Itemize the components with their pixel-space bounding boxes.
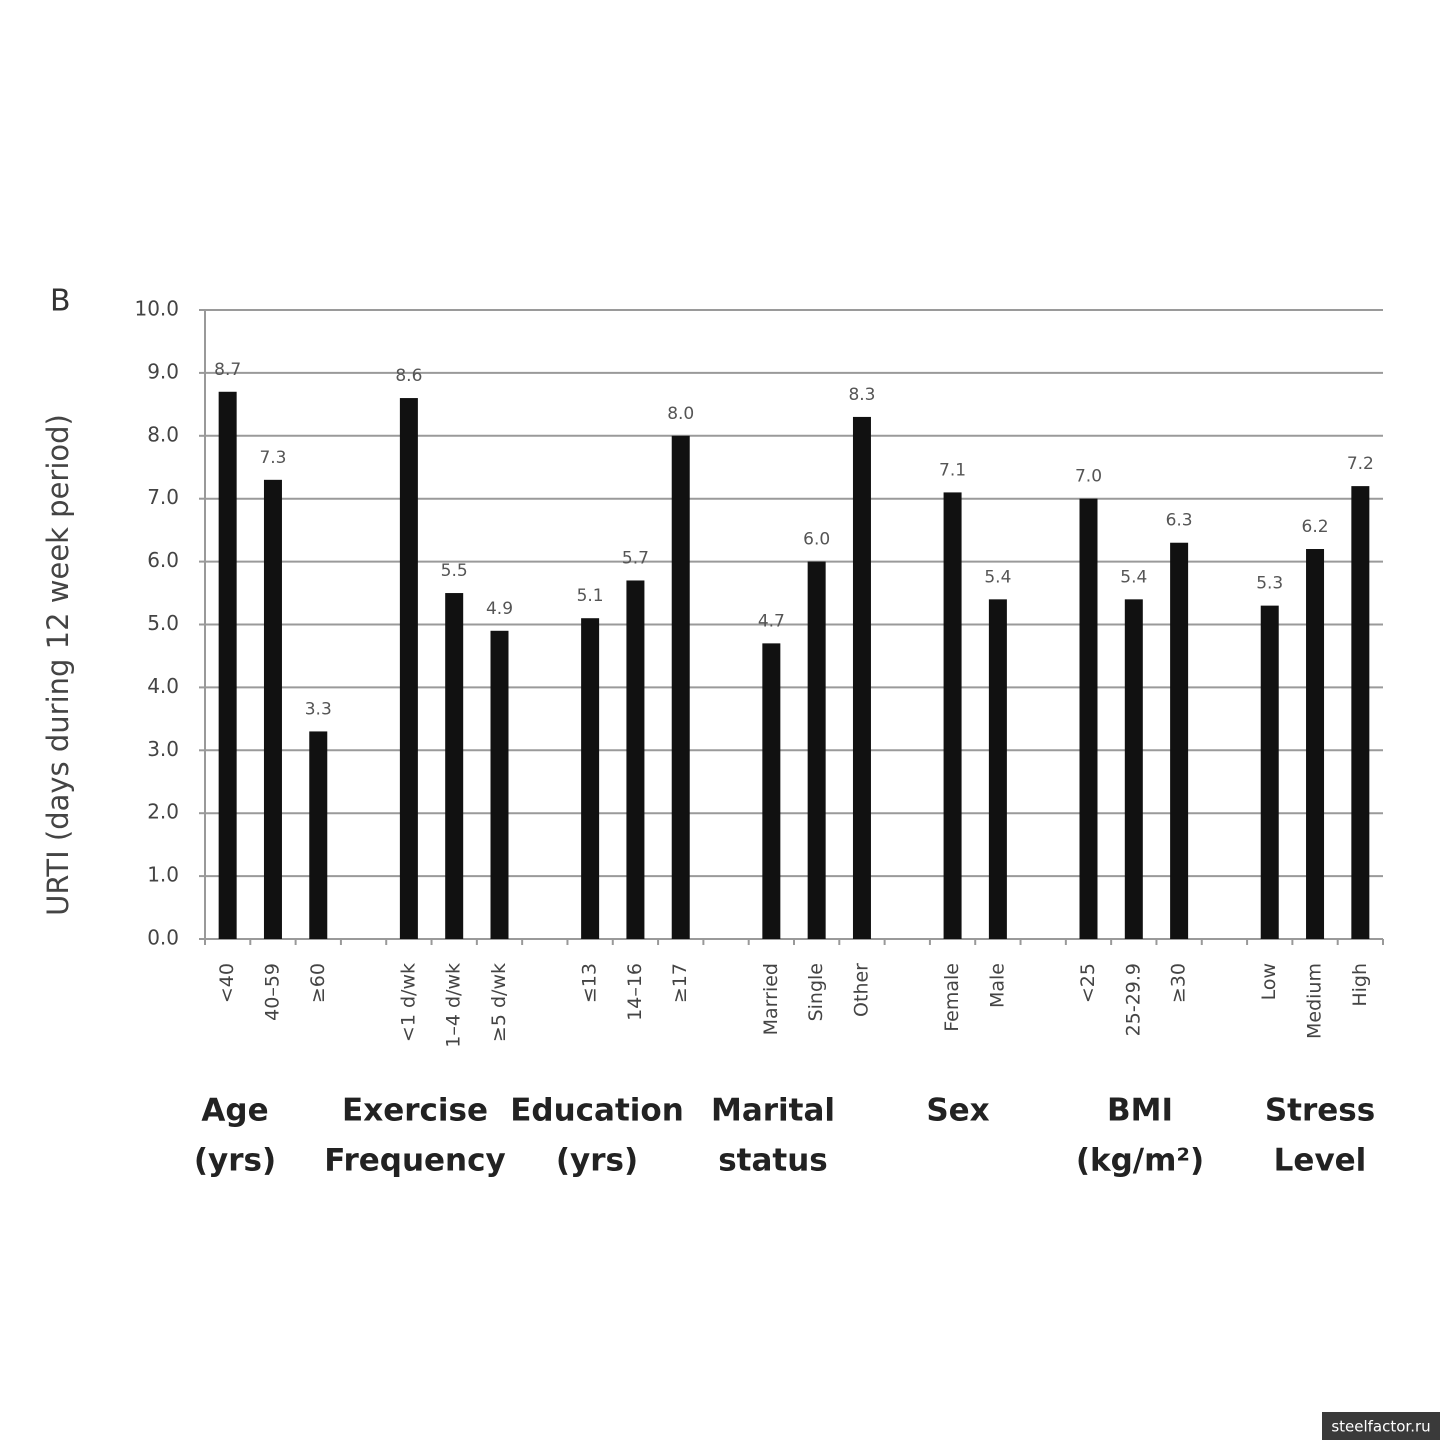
bar <box>852 416 871 939</box>
value-label: 7.1 <box>939 460 966 480</box>
bar <box>671 435 690 939</box>
value-label: 5.7 <box>622 548 649 568</box>
panel-label: B <box>50 284 71 319</box>
y-tick-label: 2.0 <box>147 800 179 824</box>
bar <box>807 561 826 939</box>
bar <box>399 398 418 939</box>
group-label: Level <box>1274 1143 1367 1179</box>
value-label: 8.0 <box>667 404 694 424</box>
value-label: 5.4 <box>984 567 1011 587</box>
value-label: 6.0 <box>803 530 830 550</box>
value-label: 7.3 <box>259 448 286 468</box>
group-label: (yrs) <box>194 1143 276 1179</box>
group-label: status <box>718 1143 828 1179</box>
bar <box>445 593 464 939</box>
group-label: Stress <box>1265 1093 1375 1129</box>
bar <box>218 391 237 939</box>
value-label: 5.5 <box>441 561 468 581</box>
bar <box>490 630 509 939</box>
bar <box>1124 599 1143 939</box>
y-tick-label: 6.0 <box>147 548 179 572</box>
x-tick-label: Low <box>1258 963 1280 1000</box>
y-tick-label: 4.0 <box>147 674 179 698</box>
x-tick-label: 40–59 <box>261 963 283 1021</box>
x-tick-label: 14–16 <box>624 963 646 1021</box>
x-tick-label: ≥5 d/wk <box>488 963 510 1042</box>
x-tick-label: <40 <box>216 963 238 1003</box>
x-tick-label: 25-29.9 <box>1122 963 1144 1036</box>
y-tick-label: 3.0 <box>147 737 179 761</box>
value-label: 5.3 <box>1256 574 1283 594</box>
x-tick-label: <25 <box>1077 963 1099 1003</box>
bar <box>1170 542 1189 939</box>
value-label: 8.7 <box>214 360 241 380</box>
group-label: Sex <box>926 1093 989 1129</box>
y-tick-label: 8.0 <box>147 422 179 446</box>
group-label: (kg/m²) <box>1076 1143 1204 1179</box>
x-tick-label: Other <box>850 963 872 1017</box>
x-tick-label: Married <box>760 963 782 1035</box>
group-label: Education <box>510 1093 684 1129</box>
group-label: Frequency <box>324 1143 505 1179</box>
value-label: 6.2 <box>1302 517 1329 537</box>
y-tick-label: 7.0 <box>147 485 179 509</box>
x-tick-label: <1 d/wk <box>397 963 419 1042</box>
bar <box>626 580 645 939</box>
x-tick-label: 1–4 d/wk <box>443 963 465 1048</box>
bar <box>943 492 962 939</box>
value-label: 7.0 <box>1075 467 1102 487</box>
x-tick-label: ≥60 <box>307 963 329 1003</box>
x-tick-label: Female <box>941 963 963 1032</box>
x-tick-label: ≥17 <box>669 963 691 1003</box>
group-label: (yrs) <box>556 1143 638 1179</box>
watermark-bg <box>1322 1412 1440 1440</box>
x-tick-label: Single <box>805 963 827 1021</box>
x-tick-label: Male <box>986 963 1008 1008</box>
value-label: 4.7 <box>758 611 785 631</box>
bar <box>988 599 1007 939</box>
group-label: Marital <box>711 1093 835 1129</box>
y-tick-label: 5.0 <box>147 611 179 635</box>
bar <box>1079 498 1098 939</box>
group-label: BMI <box>1107 1093 1173 1129</box>
group-label: Age <box>201 1093 268 1129</box>
value-label: 7.2 <box>1347 454 1374 474</box>
y-tick-label: 0.0 <box>147 926 179 950</box>
value-label: 8.6 <box>395 366 422 386</box>
value-label: 6.3 <box>1166 511 1193 531</box>
bar <box>1306 549 1325 939</box>
x-tick-label: Medium <box>1304 963 1326 1039</box>
y-tick-label: 10.0 <box>134 297 179 321</box>
bar <box>762 643 781 939</box>
value-label: 5.4 <box>1120 567 1147 587</box>
value-label: 4.9 <box>486 599 513 619</box>
bar <box>581 618 600 939</box>
x-tick-label: ≥30 <box>1168 963 1190 1003</box>
bar <box>263 479 282 939</box>
group-label: Exercise <box>342 1093 488 1129</box>
bar <box>1260 605 1279 939</box>
y-axis-label: URTI (days during 12 week period) <box>41 414 75 916</box>
y-tick-label: 1.0 <box>147 863 179 887</box>
x-tick-label: High <box>1349 963 1371 1007</box>
y-tick-label: 9.0 <box>147 359 179 383</box>
watermark: steelfactor.ru <box>1331 1418 1430 1436</box>
bar <box>309 731 328 939</box>
bar <box>1351 486 1370 939</box>
value-label: 8.3 <box>848 385 875 405</box>
x-tick-label: ≤13 <box>579 963 601 1003</box>
value-label: 3.3 <box>305 699 332 719</box>
value-label: 5.1 <box>577 586 604 606</box>
